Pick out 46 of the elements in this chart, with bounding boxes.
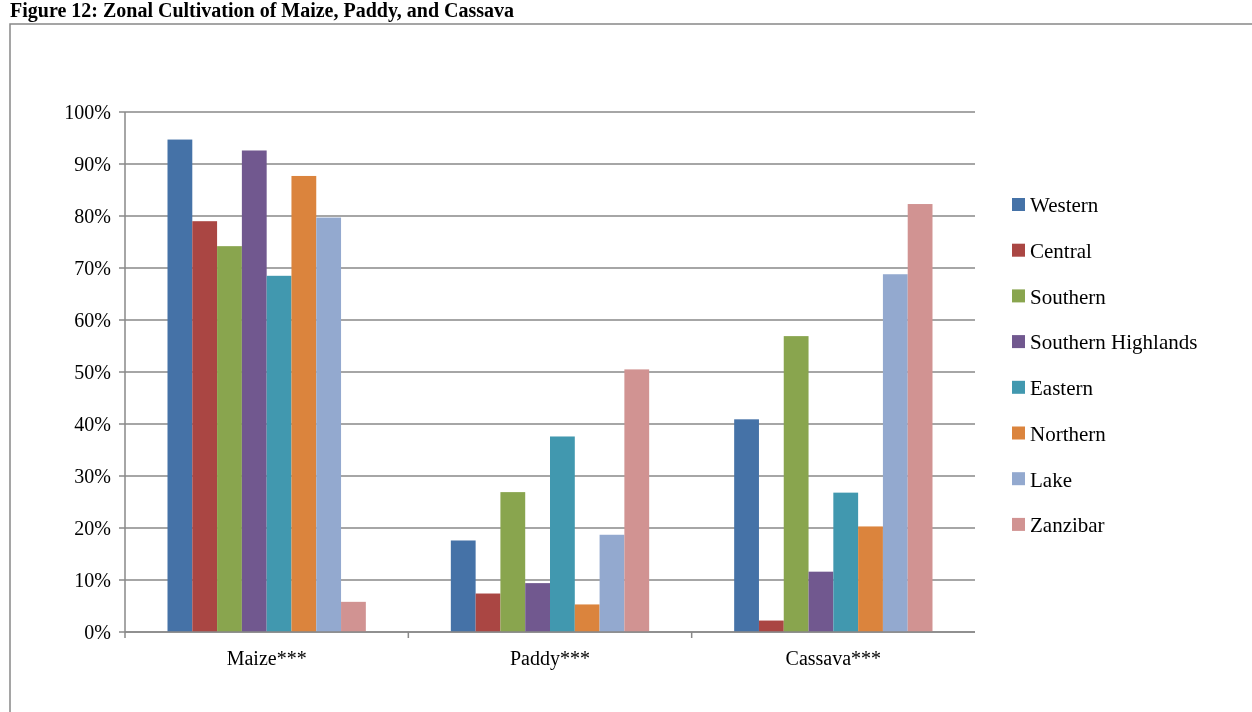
y-tick-label: 10%: [74, 569, 111, 591]
bar: [882, 274, 908, 632]
y-tick-label: 40%: [74, 413, 111, 435]
y-tick-label: 20%: [74, 517, 111, 539]
bar: [858, 526, 883, 632]
y-tick-label: 30%: [74, 465, 111, 487]
bar: [907, 204, 933, 632]
bar: [341, 601, 366, 632]
bar: [241, 150, 267, 632]
legend-label: Central: [1030, 239, 1092, 264]
bar: [599, 534, 625, 632]
y-tick-label: 90%: [74, 153, 111, 175]
bar: [833, 492, 859, 632]
bar: [525, 583, 550, 632]
y-tick-label: 80%: [74, 205, 111, 227]
bar: [734, 419, 759, 632]
legend-label: Lake: [1030, 467, 1072, 492]
bar: [316, 217, 342, 632]
bar: [266, 275, 292, 632]
bar: [550, 436, 575, 632]
bar: [624, 369, 650, 632]
legend-label: Northern: [1030, 421, 1107, 446]
bar: [167, 139, 193, 632]
bar: [500, 492, 526, 632]
chart-title: Figure 12: Zonal Cultivation of Maize, Paddy, and Cassava: [10, 0, 515, 22]
y-tick-label: 70%: [74, 257, 111, 279]
bar: [475, 593, 501, 632]
bar: [574, 604, 600, 632]
y-tick-label: 100%: [64, 101, 111, 123]
bar: [783, 336, 809, 632]
legend-label: Eastern: [1030, 376, 1094, 401]
legend-label: Zanzibar: [1030, 513, 1105, 538]
bar: [450, 540, 476, 632]
x-tick-label: Maize***: [226, 647, 307, 669]
y-tick-label: 50%: [74, 361, 111, 383]
y-tick-label: 0%: [84, 621, 111, 643]
legend-label: Western: [1030, 193, 1099, 218]
legend-label: Southern: [1030, 284, 1107, 309]
x-tick-label: Paddy***: [510, 647, 590, 670]
bar: [192, 221, 218, 632]
bar: [808, 571, 834, 632]
bar: [291, 175, 317, 632]
y-tick-label: 60%: [74, 309, 111, 331]
bar: [217, 246, 242, 632]
legend-label: Southern Highlands: [1030, 330, 1198, 355]
x-tick-label: Cassava***: [785, 647, 882, 669]
